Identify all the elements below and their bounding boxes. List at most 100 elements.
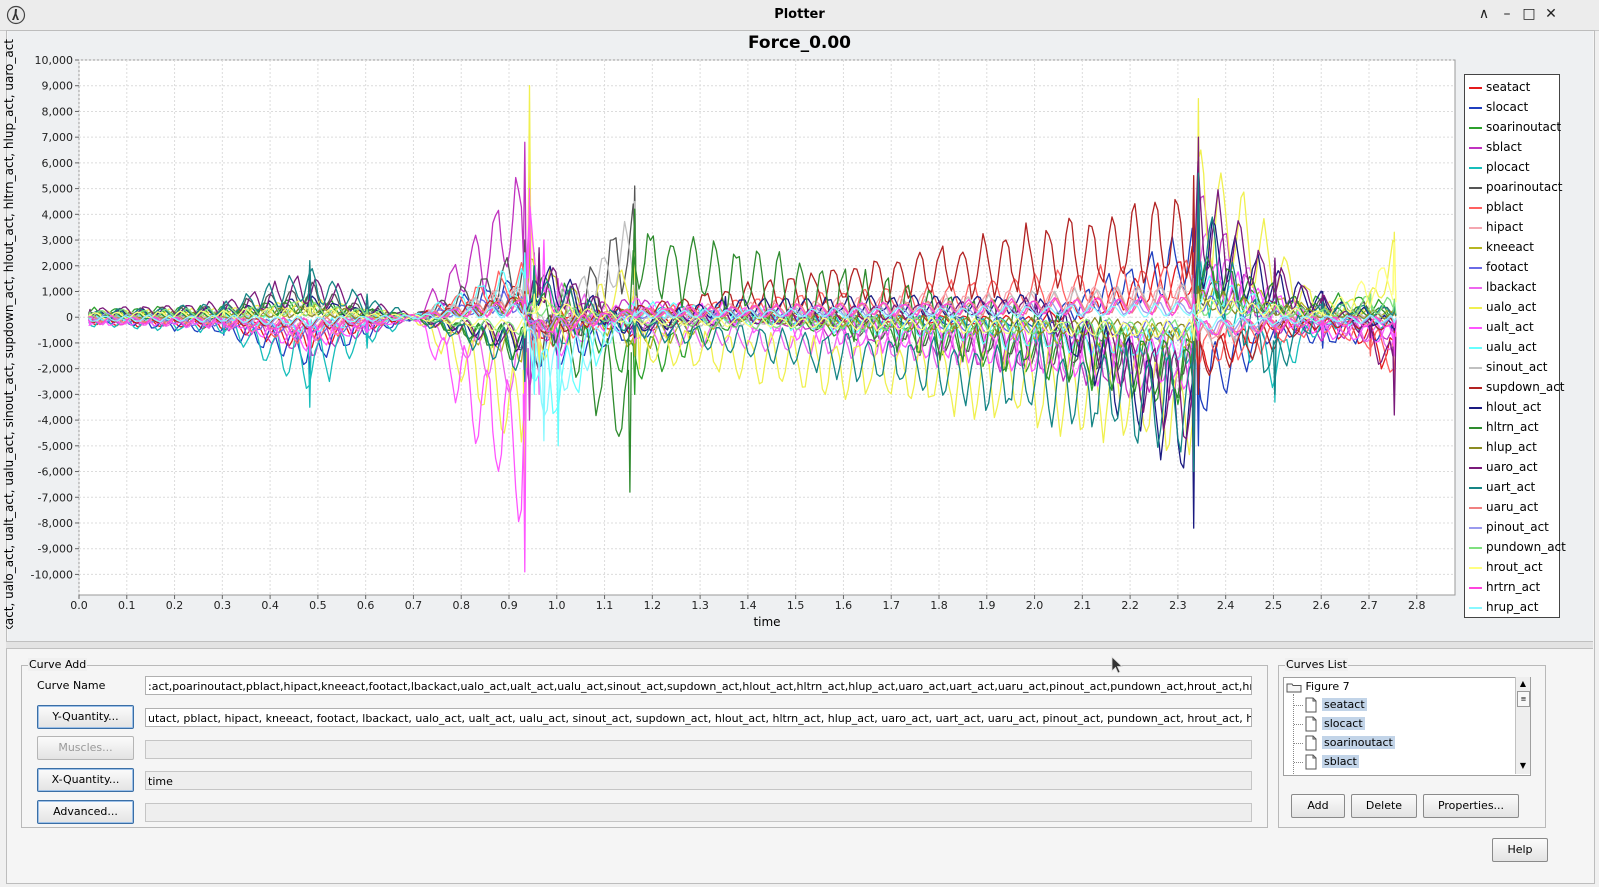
y-quantity-field[interactable]: utact, pblact, hipact, kneeact, footact,… [145,708,1252,727]
y-tick-label: 2,000 [42,260,74,273]
legend-item-ualt_act: ualt_act [1469,317,1534,337]
legend-item-poarinoutact: poarinoutact [1469,177,1563,197]
y-tick-label: 7,000 [42,131,74,144]
legend-swatch [1469,386,1482,389]
close-icon[interactable]: ✕ [1545,6,1557,22]
x-tick-label: 0.8 [452,599,470,612]
y-tick-label: 3,000 [42,234,74,247]
splitter-handle[interactable] [6,641,1593,649]
legend-label: hlup_act [1486,440,1537,454]
curve-list-item[interactable]: slocact [1304,715,1365,733]
x-tick-label: 2.1 [1074,599,1092,612]
curve-name-field[interactable]: :act,poarinoutact,pblact,hipact,kneeact,… [145,676,1252,695]
x-quantity-field[interactable]: time [145,771,1252,790]
legend-label: uart_act [1486,480,1536,494]
legend-label: pinout_act [1486,520,1549,534]
legend-item-pblact: pblact [1469,197,1523,217]
properties-button[interactable]: Properties... [1423,794,1519,818]
legend-item-uaro_act: uaro_act [1469,457,1538,477]
legend-item-ualo_act: ualo_act [1469,297,1536,317]
legend-item-pinout_act: pinout_act [1469,517,1549,537]
legend-swatch [1469,546,1482,549]
legend-swatch [1469,406,1482,409]
y-quantity-button[interactable]: Y-Quantity... [37,705,134,729]
x-tick-label: 2.5 [1265,599,1283,612]
legend-swatch [1469,566,1482,569]
x-tick-label: 2.4 [1217,599,1235,612]
legend-item-hlout_act: hlout_act [1469,397,1541,417]
scroll-down-icon[interactable]: ▼ [1519,761,1527,770]
x-tick-label: 1.0 [548,599,566,612]
series-line-hrup_act [88,302,1397,442]
legend-item-hltrn_act: hltrn_act [1469,417,1539,437]
tree-branch-line [1294,743,1303,744]
line-chart[interactable]: 10,000 9,000 8,000 7,000 6,000 5,000 4,000 3,00… [0,0,1599,640]
x-tick-label: 0.1 [118,599,136,612]
legend-swatch [1469,426,1482,429]
legend-swatch [1469,306,1482,309]
document-icon [1305,735,1317,751]
maximize-icon[interactable]: □ [1522,6,1536,22]
legend-swatch [1469,266,1482,269]
x-tick-label: 2.2 [1121,599,1139,612]
scroll-up-icon[interactable]: ▲ [1519,679,1527,688]
legend-label: ualo_act [1486,300,1537,314]
legend-item-hrtrn_act: hrtrn_act [1469,577,1540,597]
x-tick-label: 0.3 [214,599,232,612]
muscles-button[interactable]: Muscles... [37,736,134,760]
chevron-up-icon[interactable]: ∧ [1478,6,1490,22]
legend-swatch [1469,186,1482,189]
y-tick-label: -4,000 [38,414,73,427]
x-tick-label: 1.7 [882,599,900,612]
curve-list-item-label: seatact [1322,698,1367,711]
minimize-icon[interactable]: – [1503,6,1511,22]
x-tick-label: 1.3 [691,599,709,612]
legend-item-hipact: hipact [1469,217,1523,237]
legend-swatch [1469,466,1482,469]
x-quantity-button[interactable]: X-Quantity... [37,768,134,792]
legend-label: soarinoutact [1486,120,1562,134]
help-button[interactable]: Help [1492,838,1548,862]
tree-branch-line [1294,724,1303,725]
legend-swatch [1469,446,1482,449]
legend-label: sinout_act [1486,360,1548,374]
muscles-field[interactable] [145,740,1252,759]
advanced-button[interactable]: Advanced... [37,800,134,824]
curve-add-title: Curve Add [28,658,88,671]
delete-curve-button[interactable]: Delete [1351,794,1417,818]
curve-list-item[interactable]: seatact [1304,696,1367,714]
legend-item-supdown_act: supdown_act [1469,377,1565,397]
scroll-thumb[interactable]: ≡ [1517,691,1530,707]
legend-item-hrup_act: hrup_act [1469,597,1538,617]
x-axis-ticks: 0.0 0.1 0.2 0.3 0.4 0.5 0.6 0.7 0.8 0.9 1.0 1.1 1.2 1… [70,595,1426,612]
legend-label: uaru_act [1486,500,1539,514]
series-lines [87,85,1397,573]
legend-label: pblact [1486,200,1524,214]
window-title: Plotter [774,7,825,22]
curve-list-item[interactable]: sblact [1304,753,1359,771]
advanced-field[interactable] [145,803,1252,822]
x-tick-label: 1.9 [978,599,996,612]
curves-tree[interactable]: Figure 7 seatact slocact soarinoutact sblac… [1283,677,1531,776]
x-tick-label: 0.2 [166,599,184,612]
legend-item-sblact: sblact [1469,137,1522,157]
curve-list-item[interactable]: soarinoutact [1304,734,1395,752]
x-tick-label: 1.2 [644,599,662,612]
legend-label: ualu_act [1486,340,1537,354]
legend-item-hrout_act: hrout_act [1469,557,1543,577]
legend-item-kneeact: kneeact [1469,237,1534,257]
tree-scrollbar[interactable]: ▲ ≡ ▼ [1515,677,1530,774]
legend-item-slocact: slocact [1469,97,1528,117]
y-tick-label: 0 [66,311,73,324]
legend-label: pundown_act [1486,540,1566,554]
legend-label: slocact [1486,100,1529,114]
add-curve-button[interactable]: Add [1291,794,1345,818]
x-tick-label: 0.9 [500,599,518,612]
legend-item-pundown_act: pundown_act [1469,537,1566,557]
legend-swatch [1469,206,1482,209]
legend-swatch [1469,226,1482,229]
tree-root[interactable]: Figure 7 [1286,678,1350,696]
legend-label: hltrn_act [1486,420,1539,434]
y-tick-label: -10,000 [31,568,73,581]
x-tick-label: 1.4 [739,599,757,612]
